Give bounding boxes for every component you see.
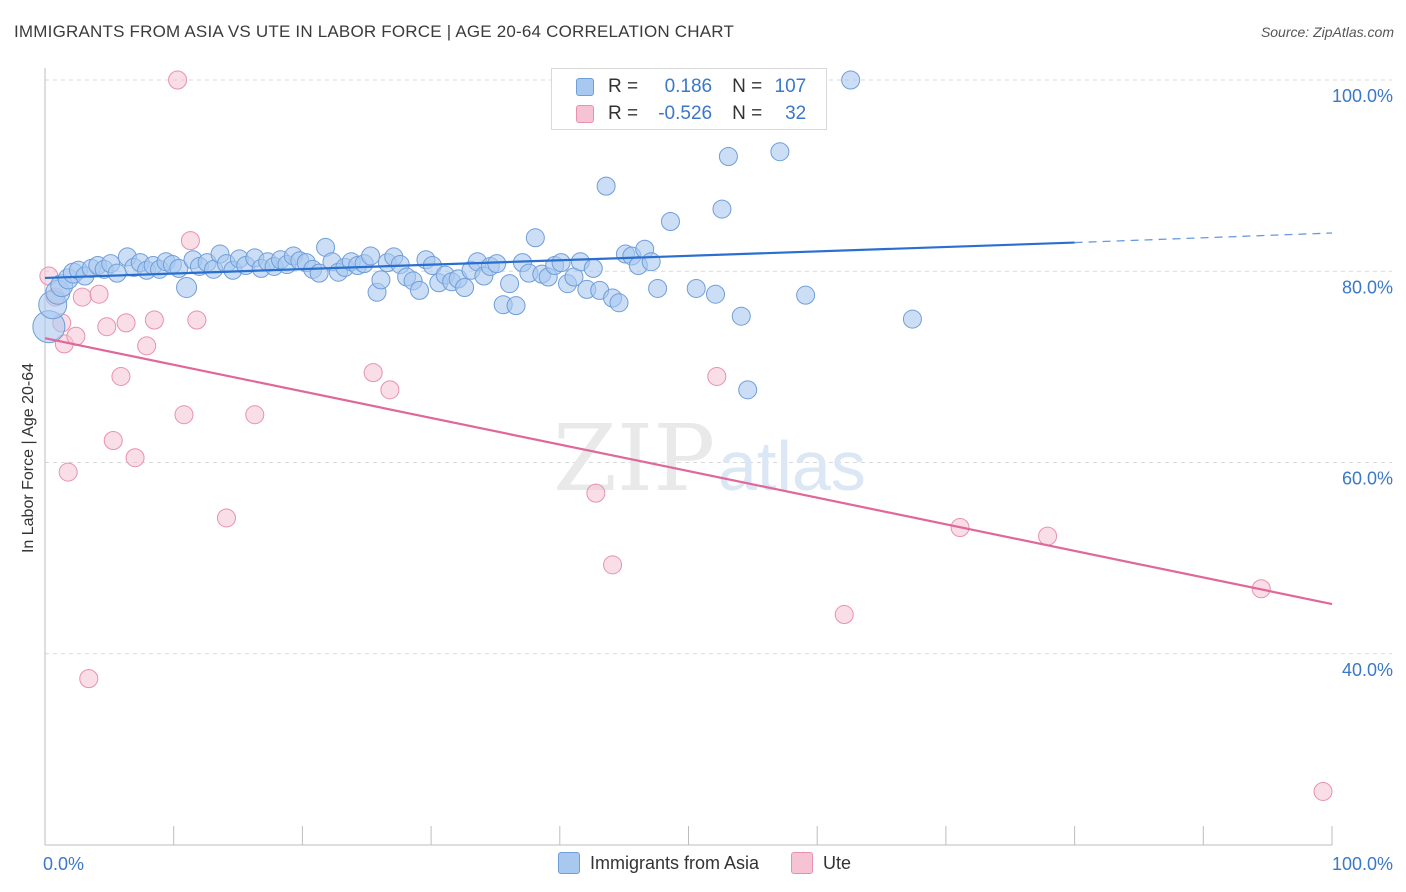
legend-swatch-ute: [576, 105, 594, 123]
asia-point: [731, 306, 751, 326]
asia-point: [712, 199, 732, 219]
legend-r-label: R =: [608, 103, 639, 124]
legend-swatch-asia: [576, 78, 594, 96]
asia-point: [551, 253, 571, 273]
ute-point: [89, 284, 109, 304]
asia-point: [596, 176, 616, 196]
ute-point: [187, 310, 207, 330]
x-tick-label: 100.0%: [1332, 854, 1393, 874]
asia-point: [609, 293, 629, 313]
asia-point: [738, 380, 758, 400]
ute-point: [363, 363, 383, 383]
grid-lines: [45, 79, 1392, 655]
asia-point: [583, 258, 603, 278]
ute-point: [603, 555, 623, 575]
chart-title: IMMIGRANTS FROM ASIA VS UTE IN LABOR FOR…: [14, 22, 735, 41]
legend-n-value: 107: [774, 76, 807, 97]
ute-point: [174, 405, 194, 425]
asia-point: [641, 252, 661, 272]
asia-point: [176, 277, 198, 299]
legend-n-label: N =: [732, 76, 763, 97]
ute-points: [39, 70, 1333, 801]
legend-r-label: R =: [608, 76, 639, 97]
asia-point: [107, 263, 127, 283]
y-axis-title: In Labor Force | Age 20-64: [20, 362, 37, 554]
trend-lines: [44, 232, 1333, 606]
asia-trend-line: [44, 241, 1075, 280]
asia-point: [796, 285, 816, 305]
ute-point: [180, 231, 200, 251]
legend-n-value: 32: [785, 103, 807, 124]
ute-point: [707, 366, 727, 386]
ute-point: [245, 405, 265, 425]
chart-source: Source: ZipAtlas.com: [1260, 24, 1394, 40]
ute-trend-line: [44, 337, 1333, 606]
asia-point: [371, 270, 391, 290]
legend-row-asia: R = 0.186 N = 107: [552, 73, 806, 101]
ute-point: [168, 70, 188, 90]
bottom-legend-ute: Ute: [791, 852, 851, 874]
legend-r-value: -0.526: [658, 103, 713, 124]
asia-point: [525, 228, 545, 248]
ute-point: [144, 310, 164, 330]
watermark-zip: ZIP: [553, 405, 715, 512]
asia-point: [410, 280, 430, 300]
ute-point: [380, 380, 400, 400]
ute-point: [116, 313, 136, 333]
ute-point: [137, 336, 157, 356]
y-tick-label: 60.0%: [1342, 469, 1393, 489]
ute-point: [111, 366, 131, 386]
ute-point: [58, 462, 78, 482]
bottom-swatch-asia: [558, 852, 580, 874]
asia-point: [506, 296, 526, 316]
asia-point: [841, 70, 861, 90]
x-tick-labels: 0.0% 100.0%: [43, 854, 1393, 874]
asia-point: [718, 147, 738, 166]
legend: R = 0.186 N = 107 R = -0.526 N = 32: [551, 68, 827, 130]
asia-point: [455, 278, 475, 298]
ute-point: [834, 605, 854, 625]
ute-point: [216, 508, 236, 528]
asia-point: [500, 274, 520, 294]
asia-point: [902, 309, 922, 329]
bottom-legend-asia: Immigrants from Asia: [558, 852, 759, 874]
asia-point: [706, 284, 726, 304]
ute-point: [79, 669, 99, 689]
y-tick-labels: 40.0% 60.0% 80.0% 100.0%: [1332, 86, 1393, 680]
asia-point: [361, 246, 381, 266]
watermark: ZIP atlas: [553, 405, 866, 512]
bottom-legend: Immigrants from Asia Ute: [558, 852, 883, 874]
y-tick-label: 100.0%: [1332, 86, 1393, 106]
ute-point: [1313, 781, 1333, 801]
legend-row-ute: R = -0.526 N = 32: [552, 100, 806, 128]
ute-point: [586, 483, 606, 503]
y-tick-label: 40.0%: [1342, 660, 1393, 680]
asia-point: [686, 278, 706, 298]
asia-point: [648, 278, 668, 298]
ute-point: [1038, 526, 1058, 546]
x-tick-label: 0.0%: [43, 854, 84, 874]
ute-point: [72, 287, 92, 307]
x-ticks: [44, 826, 1333, 845]
y-tick-label: 80.0%: [1342, 277, 1393, 297]
bottom-legend-ute-label: Ute: [823, 852, 852, 873]
bottom-legend-asia-label: Immigrants from Asia: [590, 852, 760, 873]
ute-point: [125, 448, 145, 468]
ute-point: [103, 431, 123, 451]
legend-r-value: 0.186: [664, 76, 713, 97]
asia-point: [660, 212, 680, 232]
asia-point: [770, 142, 790, 162]
bottom-swatch-ute: [791, 852, 814, 874]
asia-trend-extension: [1074, 232, 1333, 244]
ute-point: [97, 317, 117, 337]
legend-n-label: N =: [732, 103, 763, 124]
